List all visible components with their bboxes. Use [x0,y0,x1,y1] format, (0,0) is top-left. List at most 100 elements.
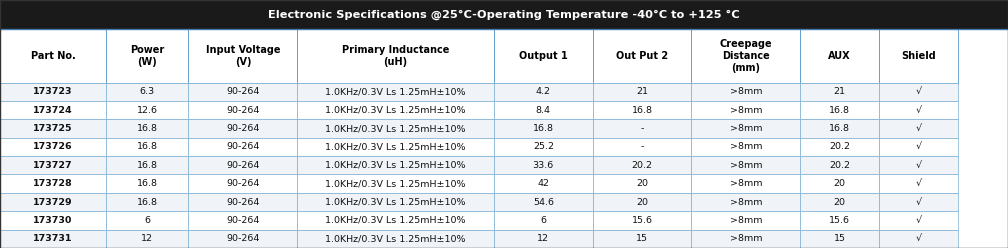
Bar [0,193,106,211]
Text: >8mm: >8mm [730,216,762,225]
Text: 90-264: 90-264 [226,198,260,207]
Bar [188,156,297,175]
Bar [0,211,106,230]
Text: 16.8: 16.8 [632,106,652,115]
Text: 20.2: 20.2 [830,161,850,170]
Text: Creepage
Distance
(mm): Creepage Distance (mm) [720,38,772,73]
Bar [106,156,188,175]
Bar [800,119,879,138]
Text: 6: 6 [144,216,150,225]
Bar [188,175,297,193]
Bar [879,83,958,101]
Bar [691,175,800,193]
Text: 12: 12 [141,234,153,243]
Text: 6: 6 [540,216,546,225]
Bar [593,156,691,175]
Bar [188,211,297,230]
Text: >8mm: >8mm [730,234,762,243]
Bar [0,29,106,83]
Text: √: √ [915,198,921,207]
Text: 173725: 173725 [33,124,73,133]
Text: 8.4: 8.4 [536,106,550,115]
Bar [297,193,494,211]
Text: >8mm: >8mm [730,106,762,115]
Text: AUX: AUX [829,51,851,61]
Bar [494,101,593,119]
Text: Primary Inductance
(uH): Primary Inductance (uH) [342,45,450,67]
Bar [593,29,691,83]
Bar [188,83,297,101]
Bar [188,230,297,248]
Text: 1.0KHz/0.3V Ls 1.25mH±10%: 1.0KHz/0.3V Ls 1.25mH±10% [326,234,466,243]
Text: 20.2: 20.2 [830,142,850,152]
Text: 1.0KHz/0.3V Ls 1.25mH±10%: 1.0KHz/0.3V Ls 1.25mH±10% [326,87,466,96]
Text: 16.8: 16.8 [830,124,850,133]
Text: 173728: 173728 [33,179,73,188]
Bar [800,211,879,230]
Bar [593,138,691,156]
Bar [593,175,691,193]
Text: 16.8: 16.8 [137,179,157,188]
Text: 90-264: 90-264 [226,234,260,243]
Text: 20: 20 [834,198,846,207]
Text: >8mm: >8mm [730,124,762,133]
Text: 25.2: 25.2 [533,142,553,152]
Text: 90-264: 90-264 [226,106,260,115]
Text: √: √ [915,124,921,133]
Text: >8mm: >8mm [730,161,762,170]
Text: 6.3: 6.3 [139,87,155,96]
Bar [593,119,691,138]
Bar [691,193,800,211]
Text: 15.6: 15.6 [830,216,850,225]
Text: 173724: 173724 [33,106,73,115]
Bar [106,101,188,119]
Text: 1.0KHz/0.3V Ls 1.25mH±10%: 1.0KHz/0.3V Ls 1.25mH±10% [326,106,466,115]
Text: 1.0KHz/0.3V Ls 1.25mH±10%: 1.0KHz/0.3V Ls 1.25mH±10% [326,216,466,225]
Text: 173726: 173726 [33,142,73,152]
Bar [0,0,1008,29]
Text: Shield: Shield [901,51,935,61]
Text: 15: 15 [636,234,648,243]
Bar [593,211,691,230]
Text: >8mm: >8mm [730,87,762,96]
Bar [593,193,691,211]
Text: √: √ [915,106,921,115]
Bar [188,29,297,83]
Bar [879,119,958,138]
Text: 173727: 173727 [33,161,73,170]
Text: -: - [640,124,644,133]
Text: Input Voltage
(V): Input Voltage (V) [206,45,280,67]
Bar [297,119,494,138]
Text: 16.8: 16.8 [137,198,157,207]
Bar [297,29,494,83]
Text: Output 1: Output 1 [519,51,568,61]
Text: Out Put 2: Out Put 2 [616,51,668,61]
Bar [879,175,958,193]
Text: 16.8: 16.8 [137,161,157,170]
Text: 33.6: 33.6 [532,161,554,170]
Bar [879,156,958,175]
Text: 90-264: 90-264 [226,87,260,96]
Bar [691,156,800,175]
Bar [494,83,593,101]
Bar [494,193,593,211]
Bar [297,175,494,193]
Bar [188,119,297,138]
Text: 16.8: 16.8 [830,106,850,115]
Bar [297,230,494,248]
Text: 90-264: 90-264 [226,124,260,133]
Bar [800,156,879,175]
Text: 90-264: 90-264 [226,179,260,188]
Bar [879,29,958,83]
Text: √: √ [915,234,921,243]
Bar [494,29,593,83]
Text: -: - [640,142,644,152]
Bar [800,101,879,119]
Bar [0,156,106,175]
Bar [106,193,188,211]
Text: √: √ [915,87,921,96]
Bar [879,138,958,156]
Bar [800,193,879,211]
Bar [0,175,106,193]
Text: 20: 20 [636,179,648,188]
